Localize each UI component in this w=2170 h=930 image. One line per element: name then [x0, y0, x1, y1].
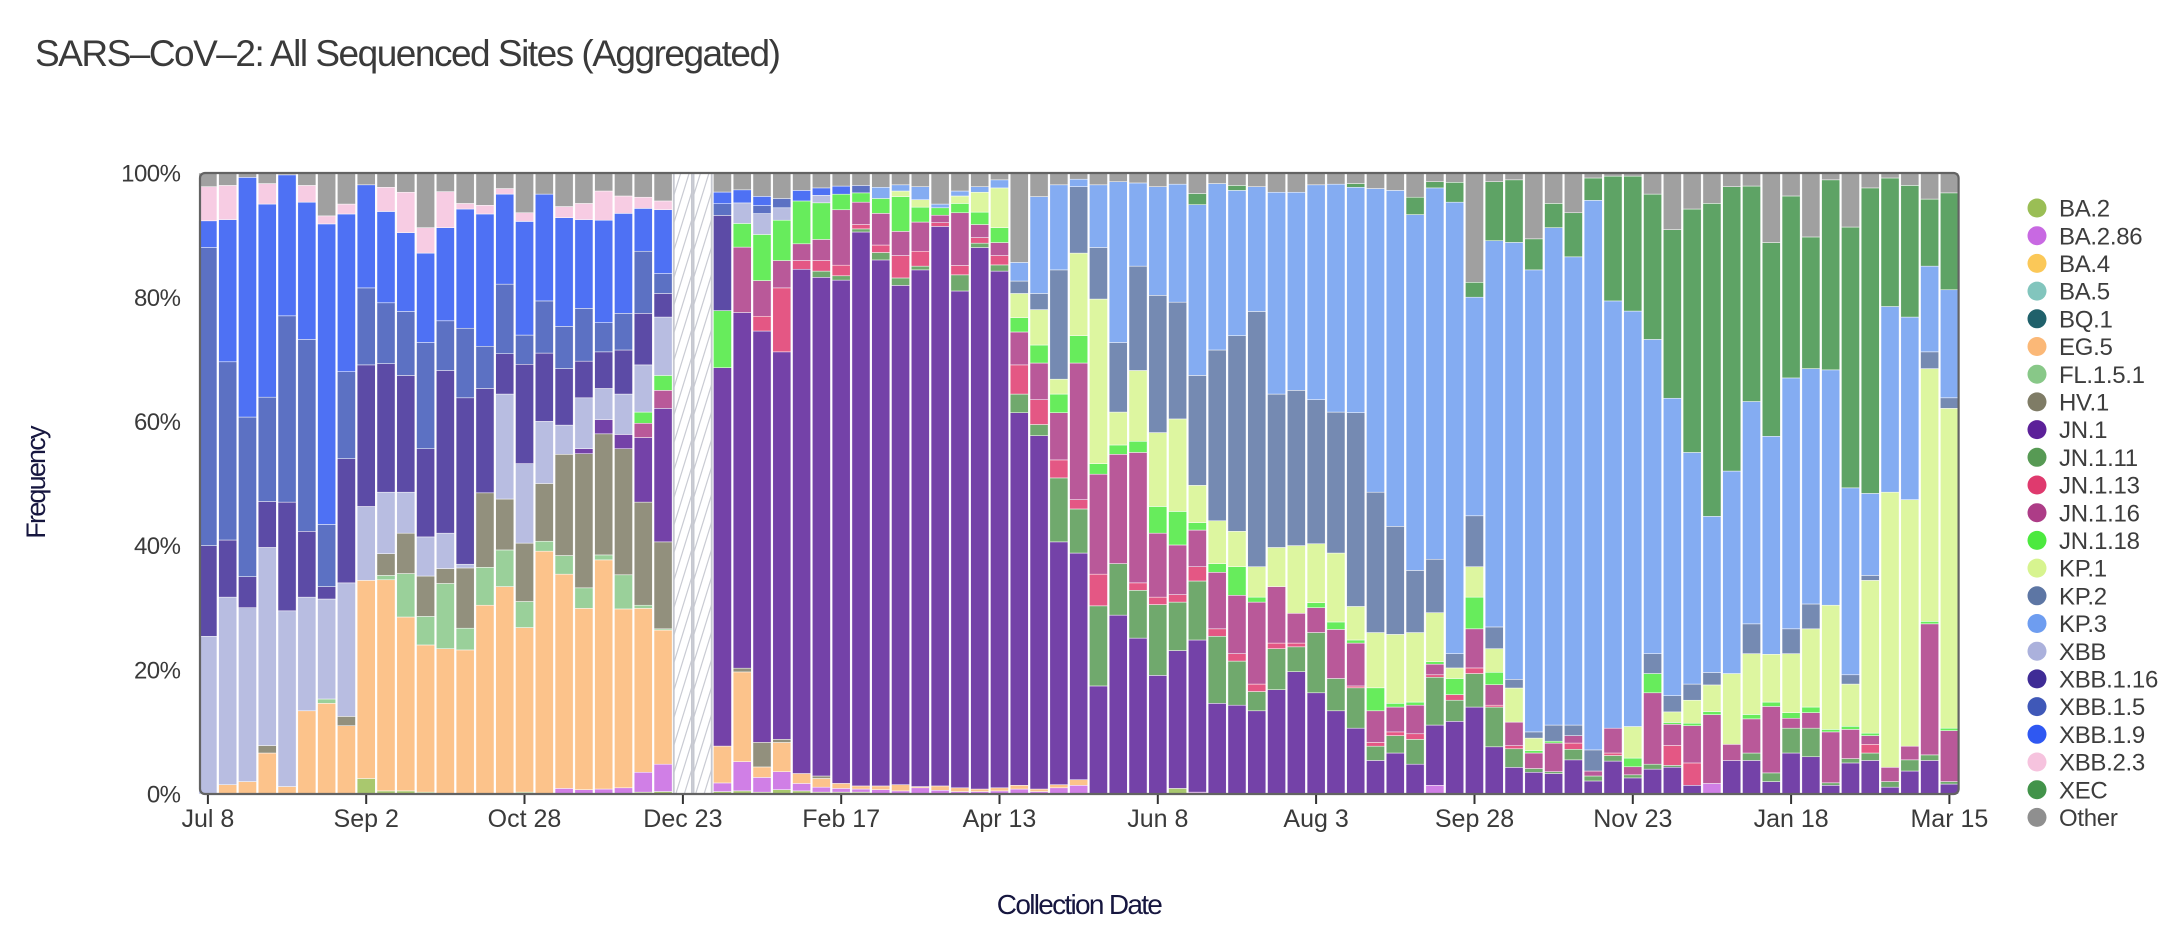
svg-text:20%: 20%	[134, 657, 181, 684]
svg-text:40%: 40%	[134, 533, 181, 560]
svg-text:XBB.1.16: XBB.1.16	[2059, 667, 2158, 694]
svg-text:HV.1: HV.1	[2059, 390, 2109, 417]
svg-text:Jul 8: Jul 8	[181, 805, 234, 833]
svg-text:JN.1.18: JN.1.18	[2059, 528, 2140, 555]
svg-text:Sep 28: Sep 28	[1435, 805, 1514, 833]
svg-text:Apr 13: Apr 13	[963, 805, 1037, 833]
svg-text:SARS–CoV–2: All Sequenced Site: SARS–CoV–2: All Sequenced Sites (Aggrega…	[35, 33, 780, 74]
svg-text:Oct 28: Oct 28	[488, 805, 562, 833]
svg-text:JN.1.13: JN.1.13	[2059, 473, 2140, 500]
svg-text:BA.2.86: BA.2.86	[2059, 223, 2142, 250]
svg-text:60%: 60%	[134, 409, 181, 436]
svg-text:100%: 100%	[121, 161, 181, 188]
svg-text:Jan 18: Jan 18	[1754, 805, 1829, 833]
svg-text:XEC: XEC	[2059, 777, 2107, 804]
svg-text:0%: 0%	[147, 782, 181, 809]
svg-text:XBB.2.3: XBB.2.3	[2059, 750, 2145, 777]
svg-text:JN.1.11: JN.1.11	[2059, 445, 2138, 472]
svg-text:80%: 80%	[134, 285, 181, 312]
svg-text:FL.1.5.1: FL.1.5.1	[2059, 362, 2145, 389]
svg-text:KP.3: KP.3	[2059, 611, 2107, 638]
svg-text:KP.1: KP.1	[2059, 556, 2107, 583]
svg-text:Sep 2: Sep 2	[334, 805, 399, 833]
svg-text:JN.1.16: JN.1.16	[2059, 500, 2140, 527]
svg-text:Mar 15: Mar 15	[1910, 805, 1988, 833]
svg-text:BA.5: BA.5	[2059, 279, 2110, 306]
svg-text:Other: Other	[2059, 805, 2118, 832]
svg-text:BA.2: BA.2	[2059, 196, 2110, 223]
svg-text:KP.2: KP.2	[2059, 583, 2107, 610]
svg-text:JN.1: JN.1	[2059, 417, 2107, 444]
svg-text:XBB.1.9: XBB.1.9	[2059, 722, 2145, 749]
svg-text:Dec 23: Dec 23	[643, 805, 722, 833]
svg-text:Collection Date: Collection Date	[997, 889, 1163, 920]
svg-text:BA.4: BA.4	[2059, 251, 2110, 278]
svg-text:Aug 3: Aug 3	[1283, 805, 1348, 833]
svg-text:BQ.1: BQ.1	[2059, 306, 2113, 333]
svg-text:Frequency: Frequency	[21, 425, 51, 539]
svg-text:Jun 8: Jun 8	[1127, 805, 1188, 833]
svg-text:XBB: XBB	[2059, 639, 2106, 666]
svg-text:Nov 23: Nov 23	[1593, 805, 1672, 833]
svg-text:XBB.1.5: XBB.1.5	[2059, 694, 2145, 721]
svg-text:Feb 17: Feb 17	[802, 805, 880, 833]
svg-text:EG.5: EG.5	[2059, 334, 2113, 361]
